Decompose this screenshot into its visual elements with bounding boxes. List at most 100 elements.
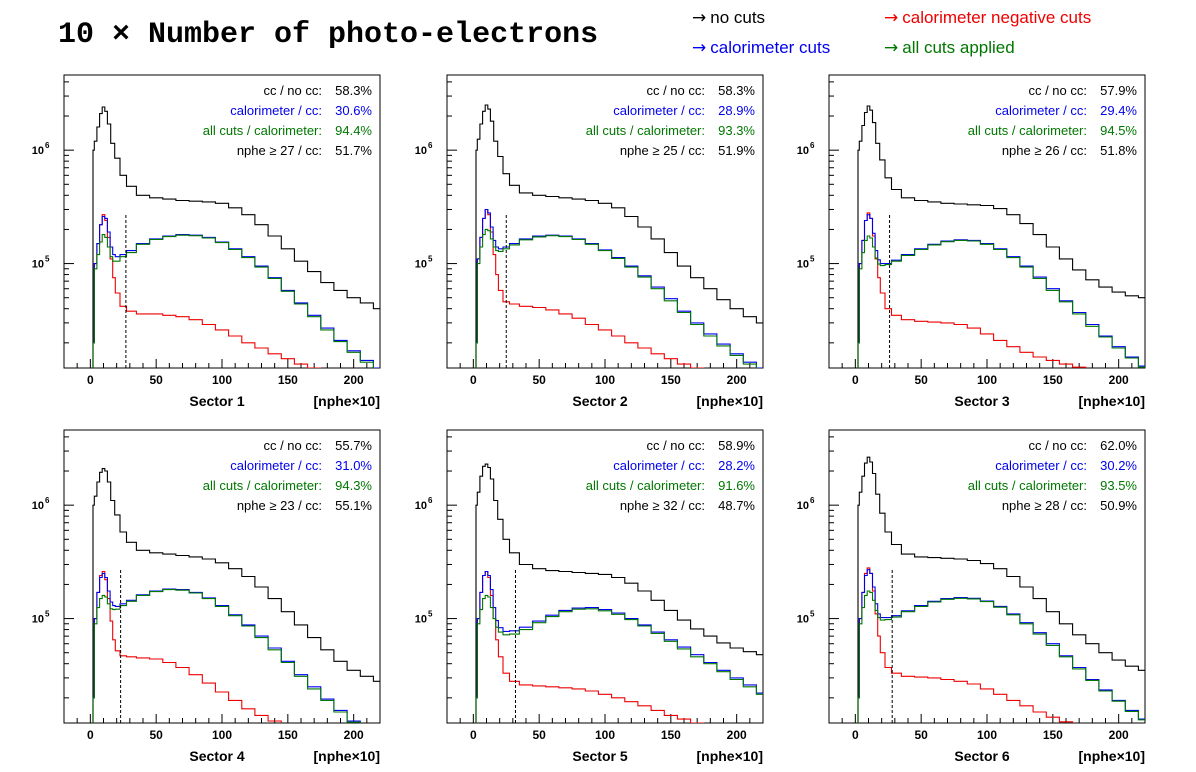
legend-label: no cuts: [710, 8, 766, 27]
stat-value: 91.6%: [718, 478, 755, 493]
series-group: [475, 463, 763, 723]
x-tick-label: 200: [727, 728, 747, 742]
y-tick-label: 10: [415, 259, 427, 271]
legend-item: → all cuts applied: [884, 38, 1015, 58]
stat-label: cc / no cc:: [646, 438, 705, 453]
series-line: [857, 456, 1145, 723]
series-line: [857, 590, 1145, 723]
x-tick-label: 150: [1043, 373, 1063, 387]
stat-label: all cuts / calorimeter:: [968, 123, 1087, 138]
series-line: [857, 214, 1145, 368]
stat-label: cc / no cc:: [263, 83, 322, 98]
stat-label: cc / no cc:: [1028, 83, 1087, 98]
x-tick-label: 200: [344, 728, 364, 742]
stat-label: nphe ≥ 32 / cc:: [620, 498, 705, 513]
stat-label: calorimeter / cc:: [613, 458, 705, 473]
y-tick-exponent: 5: [428, 255, 433, 264]
stat-label: calorimeter / cc:: [995, 458, 1087, 473]
stat-label: cc / no cc:: [1028, 438, 1087, 453]
x-axis-unit: [nphe×10]: [1078, 748, 1145, 764]
series-line: [857, 105, 1145, 368]
x-tick-label: 50: [914, 728, 928, 742]
series-line: [857, 569, 1145, 723]
x-axis-label: Sector 5: [572, 748, 627, 764]
x-tick-label: 50: [149, 728, 163, 742]
stat-label: nphe ≥ 23 / cc:: [237, 498, 322, 513]
series-line: [92, 572, 361, 723]
stat-value: 62.0%: [1100, 438, 1137, 453]
legend-label: calorimeter cuts: [710, 38, 831, 57]
series-line: [475, 594, 763, 723]
stat-value: 30.6%: [335, 103, 372, 118]
stat-value: 55.7%: [335, 438, 372, 453]
series-line: [857, 567, 1074, 723]
series-line: [92, 215, 380, 368]
y-tick-exponent: 5: [810, 610, 815, 619]
stat-label: nphe ≥ 26 / cc:: [1002, 143, 1087, 158]
series-line: [92, 589, 361, 723]
x-axis-unit: [nphe×10]: [696, 393, 763, 409]
stat-label: cc / no cc:: [646, 83, 705, 98]
y-tick-exponent: 5: [428, 610, 433, 619]
plot-frame: [446, 74, 764, 369]
y-tick-exponent: 5: [45, 610, 50, 619]
y-tick-label: 10: [32, 145, 44, 157]
stat-value: 48.7%: [718, 498, 755, 513]
x-tick-label: 0: [470, 373, 477, 387]
stat-value: 58.9%: [718, 438, 755, 453]
series-group: [92, 468, 380, 723]
y-tick-exponent: 6: [45, 141, 50, 150]
y-tick-label: 10: [415, 614, 427, 626]
plot-frame: [446, 429, 764, 724]
x-axis-unit: [nphe×10]: [1078, 393, 1145, 409]
x-tick-label: 150: [661, 373, 681, 387]
stat-label: cc / no cc:: [263, 438, 322, 453]
stat-value: 51.8%: [1100, 143, 1137, 158]
x-axis-unit: [nphe×10]: [313, 393, 380, 409]
x-tick-label: 0: [87, 373, 94, 387]
x-tick-label: 50: [532, 373, 546, 387]
y-tick-exponent: 6: [810, 141, 815, 150]
x-tick-label: 200: [1109, 728, 1129, 742]
stat-label: nphe ≥ 27 / cc:: [237, 143, 322, 158]
x-tick-label: 200: [727, 373, 747, 387]
x-tick-label: 0: [87, 728, 94, 742]
series-line: [475, 570, 705, 723]
stat-value: 51.9%: [718, 143, 755, 158]
legend-item: → calorimeter negative cuts: [884, 8, 1091, 28]
figure-title: 10 × Number of photo-electrons: [58, 18, 599, 52]
y-tick-label: 10: [32, 500, 44, 512]
x-tick-label: 0: [852, 728, 859, 742]
series-line: [857, 235, 1145, 368]
y-tick-label: 10: [797, 145, 809, 157]
x-axis-unit: [nphe×10]: [696, 748, 763, 764]
stat-value: 51.7%: [335, 143, 372, 158]
stat-label: calorimeter / cc:: [230, 103, 322, 118]
y-tick-exponent: 6: [810, 496, 815, 505]
y-tick-exponent: 5: [45, 255, 50, 264]
series-line: [857, 212, 1087, 368]
stat-value: 28.9%: [718, 103, 755, 118]
series-line: [92, 570, 282, 723]
x-tick-label: 150: [278, 373, 298, 387]
y-tick-label: 10: [797, 500, 809, 512]
stat-value: 57.9%: [1100, 83, 1137, 98]
stat-value: 93.5%: [1100, 478, 1137, 493]
stat-value: 58.3%: [718, 83, 755, 98]
y-tick-exponent: 5: [810, 255, 815, 264]
series-line: [475, 228, 757, 368]
stat-value: 30.2%: [1100, 458, 1137, 473]
y-tick-exponent: 6: [45, 496, 50, 505]
x-axis-label: Sector 1: [189, 393, 244, 409]
x-tick-label: 150: [661, 728, 681, 742]
y-tick-label: 10: [415, 145, 427, 157]
x-tick-label: 100: [595, 728, 615, 742]
stat-label: all cuts / calorimeter:: [586, 478, 705, 493]
x-axis-unit: [nphe×10]: [313, 748, 380, 764]
stat-value: 58.3%: [335, 83, 372, 98]
legend-arrow: →: [692, 8, 707, 28]
